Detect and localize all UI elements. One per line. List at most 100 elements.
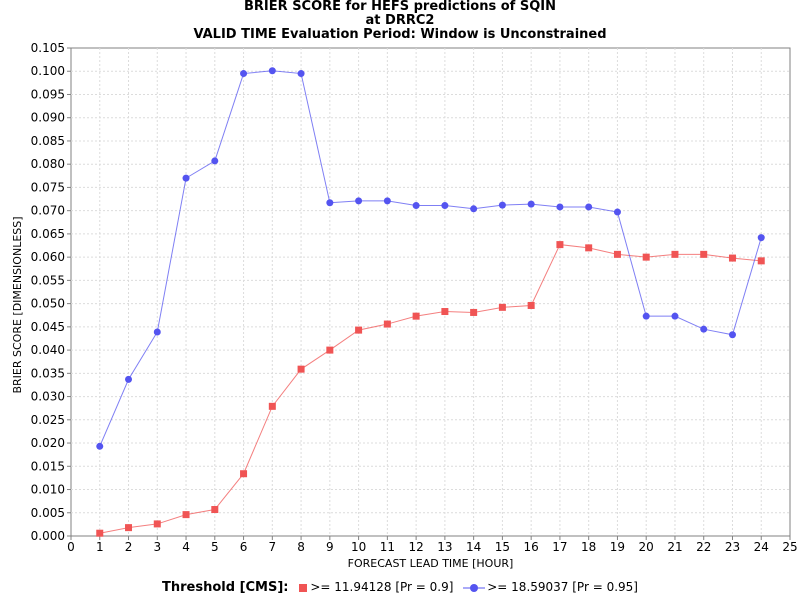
- x-tick-label: 25: [782, 540, 797, 554]
- y-tick-label: 0.085: [31, 134, 65, 148]
- x-tick-label: 2: [125, 540, 133, 554]
- series-2-point: [556, 203, 564, 211]
- series-1-point: [412, 312, 420, 320]
- x-tick-label: 16: [524, 540, 539, 554]
- x-tick-label: 24: [754, 540, 769, 554]
- series-1-point: [585, 244, 593, 252]
- x-tick-label: 9: [326, 540, 334, 554]
- series-2-point: [96, 442, 104, 450]
- chart-title: BRIER SCORE for HEFS predictions of SQIN…: [0, 0, 800, 42]
- series-2-point: [642, 312, 650, 320]
- grid-lines: [71, 48, 790, 536]
- series-1-point: [383, 320, 391, 328]
- y-tick-label: 0.070: [31, 204, 65, 218]
- y-tick-label: 0.040: [31, 343, 65, 357]
- y-tick-label: 0.020: [31, 436, 65, 450]
- y-tick-label: 0.000: [31, 529, 65, 543]
- y-tick-label: 0.055: [31, 273, 65, 287]
- series-1-point: [355, 326, 363, 334]
- x-tick-label: 7: [268, 540, 276, 554]
- legend-item-series-1: >= 11.94128 [Pr = 0.9]: [298, 579, 453, 595]
- series-1-point: [728, 254, 736, 262]
- series-2-point: [441, 202, 449, 210]
- x-tick-label: 20: [639, 540, 654, 554]
- y-tick-label: 0.095: [31, 87, 65, 101]
- series-2-point: [757, 234, 765, 242]
- legend-item-series-2: >= 18.59037 [Pr = 0.95]: [463, 579, 638, 595]
- series-2-point: [412, 202, 420, 210]
- legend: Threshold [CMS]: >= 11.94128 [Pr = 0.9] …: [0, 579, 800, 596]
- y-tick-label: 0.015: [31, 459, 65, 473]
- x-tick-label: 21: [667, 540, 682, 554]
- y-tick-label: 0.060: [31, 250, 65, 264]
- series-1-point: [498, 303, 506, 311]
- plot-area: [70, 47, 791, 537]
- series-2-point: [527, 200, 535, 208]
- series-1-line: [99, 244, 762, 534]
- series-2-point: [240, 70, 248, 78]
- y-tick-label: 0.010: [31, 483, 65, 497]
- x-tick-label: 11: [380, 540, 395, 554]
- axes: 0 1 2 3 4 5 6 7 8 9 10 11 12 13 14 15 16 17 18 19 20 21 22 23 24…: [31, 41, 798, 554]
- series-2-point: [700, 325, 708, 333]
- series-2-point: [671, 312, 679, 320]
- series-2-point: [470, 205, 478, 213]
- series-2-point: [613, 208, 621, 216]
- y-tick-label: 0.050: [31, 297, 65, 311]
- series-2-point: [728, 331, 736, 339]
- y-tick-label: 0.090: [31, 111, 65, 125]
- y-tick-label: 0.030: [31, 390, 65, 404]
- series-2-point: [268, 67, 276, 75]
- y-tick-label: 0.075: [31, 180, 65, 194]
- x-tick-label: 14: [466, 540, 481, 554]
- series-layer: [96, 67, 765, 537]
- series-2-point: [211, 157, 219, 165]
- series-1-point: [671, 250, 679, 258]
- chart-title-line-3: VALID TIME Evaluation Period: Window is …: [193, 27, 607, 42]
- series-2-point: [182, 174, 190, 182]
- x-tick-label: 19: [610, 540, 625, 554]
- series-1-point: [757, 257, 765, 265]
- y-tick-label: 0.005: [31, 506, 65, 520]
- legend-circle-marker-icon: [463, 583, 486, 592]
- series-1-point: [326, 346, 334, 354]
- series-1-point: [125, 524, 133, 532]
- series-1-point: [527, 301, 535, 309]
- x-tick-label: 23: [725, 540, 740, 554]
- x-tick-label: 10: [351, 540, 366, 554]
- series-2-point: [498, 201, 506, 209]
- y-axis-title: BRIER SCORE [DIMENSIONLESS]: [11, 216, 24, 393]
- series-2-point: [383, 197, 391, 205]
- series-1-point: [211, 506, 219, 514]
- series-1-point: [700, 250, 708, 258]
- series-1-point: [182, 511, 190, 519]
- x-tick-label: 17: [552, 540, 567, 554]
- x-tick-label: 13: [437, 540, 452, 554]
- series-1-point: [556, 241, 564, 249]
- x-tick-label: 12: [408, 540, 423, 554]
- series-1-point: [240, 470, 248, 478]
- series-1-point: [96, 529, 104, 537]
- x-tick-label: 15: [495, 540, 510, 554]
- x-tick-label: 4: [182, 540, 190, 554]
- series-2-point: [297, 70, 305, 78]
- y-tick-label: 0.035: [31, 366, 65, 380]
- x-tick-label: 1: [96, 540, 104, 554]
- series-1-point: [441, 308, 449, 316]
- x-tick-label: 3: [153, 540, 161, 554]
- x-axis-title: FORECAST LEAD TIME [HOUR]: [348, 557, 514, 570]
- y-tick-label: 0.065: [31, 227, 65, 241]
- series-2-point: [125, 375, 133, 383]
- x-tick-label: 5: [211, 540, 219, 554]
- x-tick-label: 8: [297, 540, 305, 554]
- y-tick-label: 0.100: [31, 64, 65, 78]
- x-tick-label: 22: [696, 540, 711, 554]
- chart-title-line-1: BRIER SCORE for HEFS predictions of SQIN: [244, 0, 556, 14]
- legend-label-series-1: >= 11.94128 [Pr = 0.9]: [310, 580, 454, 594]
- chart-title-line-2: at DRRC2: [365, 13, 435, 28]
- series-1-point: [642, 253, 650, 261]
- series-1-point: [613, 250, 621, 258]
- x-tick-label: 18: [581, 540, 596, 554]
- y-tick-label: 0.105: [31, 41, 65, 55]
- series-2-point: [153, 328, 161, 336]
